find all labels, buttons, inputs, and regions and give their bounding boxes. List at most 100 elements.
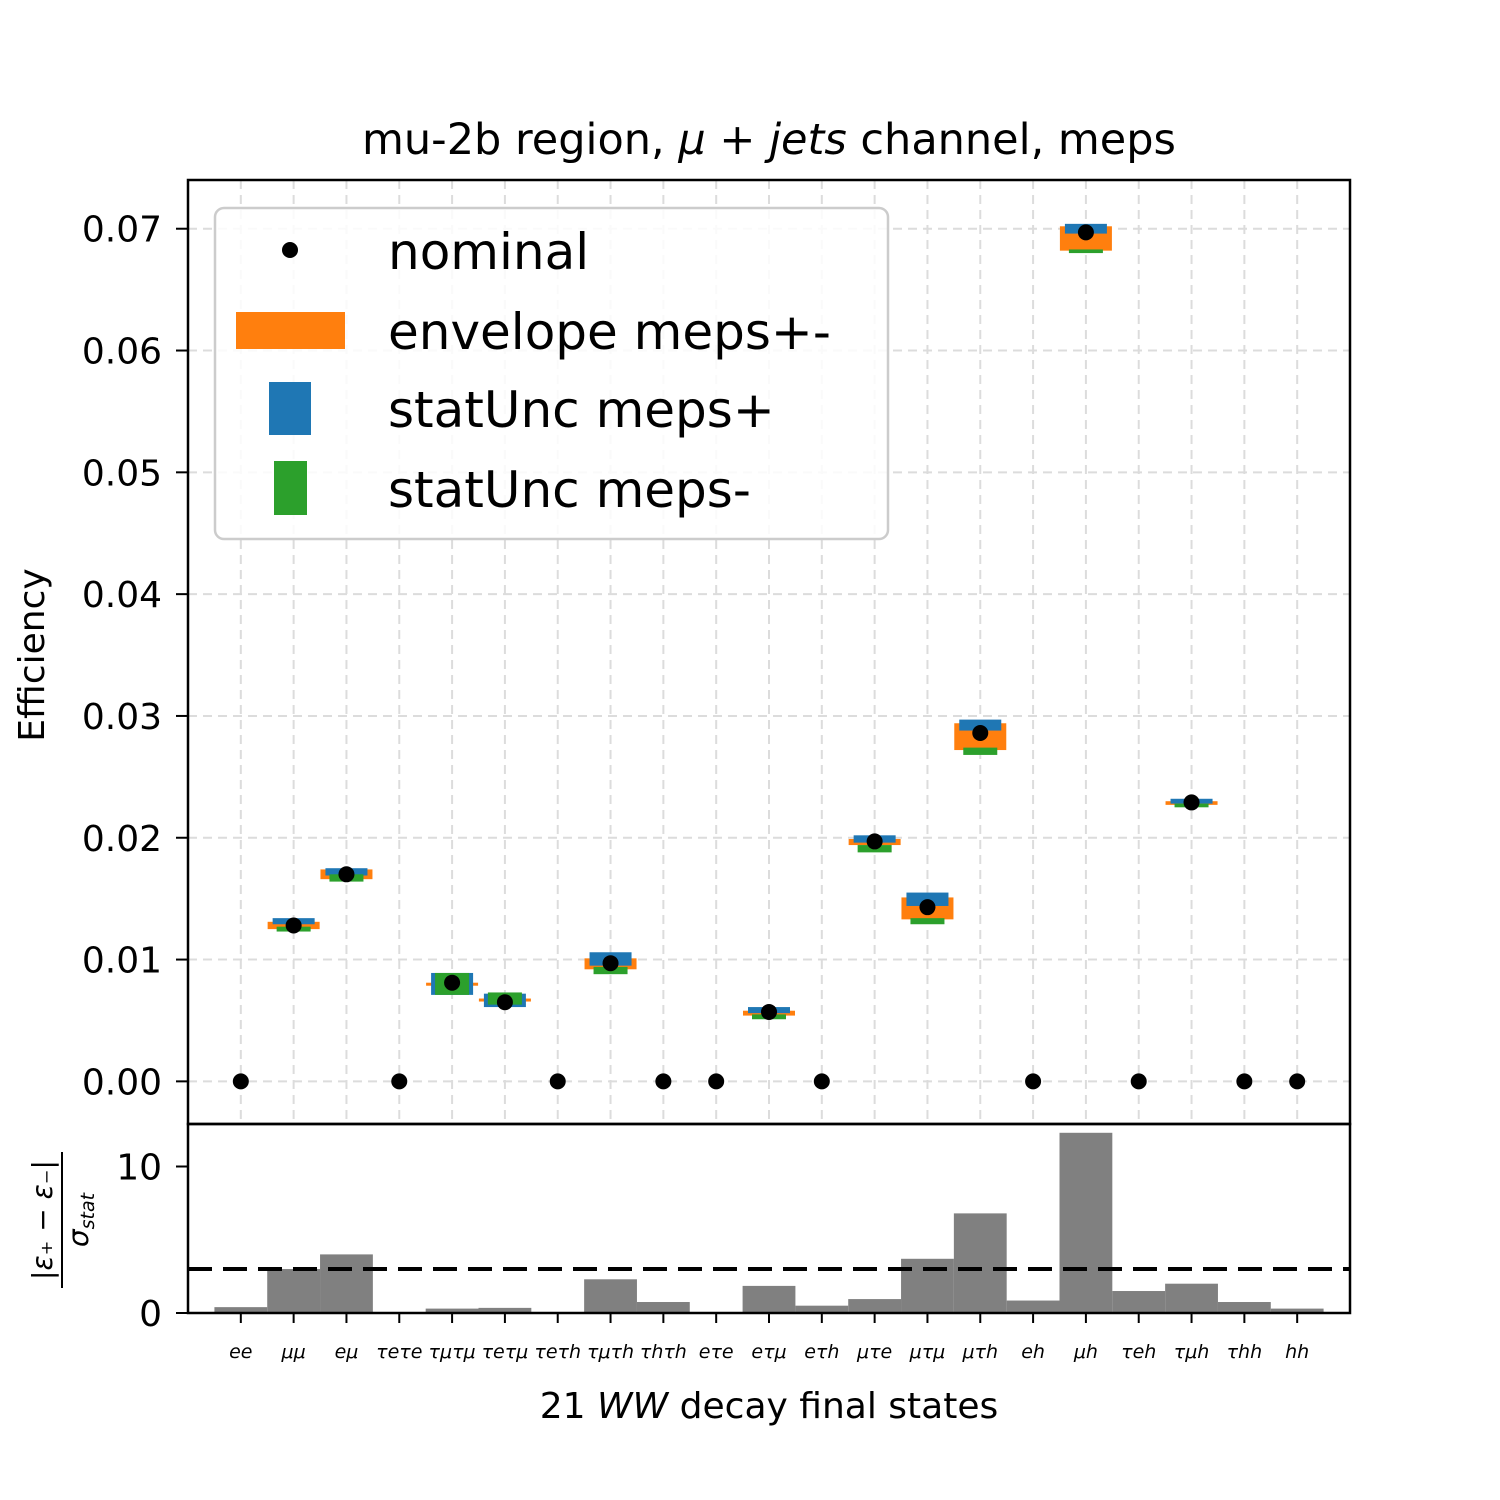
x-tick-label: μh xyxy=(1073,1341,1098,1363)
x-tick-label: τeτh xyxy=(534,1341,581,1363)
nominal-point xyxy=(391,1073,408,1090)
top-y-tick-label: 0.03 xyxy=(82,697,162,738)
top-y-tick-label: 0.07 xyxy=(82,210,162,251)
nominal-point xyxy=(761,1003,777,1020)
x-tick-label: eh xyxy=(1021,1341,1045,1363)
ratio-bar xyxy=(478,1307,532,1313)
title-part-2: channel, meps xyxy=(847,115,1176,165)
legend-nominal-label: nominal xyxy=(388,223,589,281)
x-tick-label: eμ xyxy=(335,1341,359,1363)
x-tick-label: ee xyxy=(229,1341,252,1363)
legend-envelope-label: envelope meps+- xyxy=(388,303,831,361)
nominal-point xyxy=(866,833,883,850)
title-jets: jets xyxy=(764,115,847,165)
x-axis-label-21: 21 xyxy=(540,1386,597,1427)
bottom-y-tick-label: 10 xyxy=(116,1147,162,1188)
legend: nominal envelope meps+- statUnc meps+ st… xyxy=(213,206,890,541)
ratio-bar xyxy=(267,1269,321,1313)
ratio-bar xyxy=(636,1302,690,1313)
nominal-point xyxy=(1236,1073,1253,1090)
nominal-point xyxy=(1183,794,1200,811)
x-tick-label: τeτe xyxy=(376,1341,422,1363)
x-tick-label: τeτμ xyxy=(482,1341,529,1363)
legend-envelope-marker xyxy=(236,312,345,349)
top-y-axis-label: Efficiency xyxy=(12,568,53,741)
legend-stat-plus-label: statUnc meps+ xyxy=(388,381,775,439)
title-mu: μ xyxy=(677,115,705,165)
bottom-y-tick-label: 0 xyxy=(139,1294,162,1335)
nominal-point xyxy=(972,725,989,742)
ratio-bar xyxy=(1006,1300,1060,1313)
ratio-bar xyxy=(901,1258,954,1313)
x-axis-label-rest: decay final states xyxy=(668,1386,998,1427)
x-tick-label: μτh xyxy=(961,1341,998,1363)
x-tick-labels: ee μμ eμ τeτe τμτμ τeτμ τeτh τμτh τhτh eτe eτμ eτh μ… xyxy=(229,1313,1309,1363)
ratio-bar xyxy=(584,1279,637,1313)
title-part-1: mu-2b region, xyxy=(362,115,678,165)
ratio-bar xyxy=(320,1254,373,1313)
x-tick-label: eτe xyxy=(699,1341,734,1363)
bottom-y-ticks: 0 10 xyxy=(116,1147,188,1335)
x-tick-label: μμ xyxy=(281,1341,306,1363)
top-y-tick-label: 0.00 xyxy=(82,1062,162,1103)
title-plus: + xyxy=(706,115,769,165)
stat-minus-box xyxy=(1068,249,1103,254)
top-y-tick-label: 0.06 xyxy=(82,332,162,373)
legend-frame xyxy=(213,206,890,541)
ratio-bars xyxy=(214,1132,1324,1313)
legend-stat-plus-marker xyxy=(269,382,311,435)
x-axis-label: 21 WW decay final states xyxy=(540,1386,998,1427)
ratio-bar xyxy=(848,1299,902,1313)
nominal-point xyxy=(1025,1073,1042,1090)
bottom-y-axis-label: |ε₊ − ε₋| σstat xyxy=(26,1152,99,1288)
nominal-point xyxy=(708,1073,725,1090)
nominal-point xyxy=(813,1073,830,1090)
ratio-bar xyxy=(1112,1291,1166,1313)
ratio-bar xyxy=(795,1305,849,1313)
top-y-tick-label: 0.01 xyxy=(82,941,162,982)
nominal-point xyxy=(1077,224,1094,241)
nominal-point xyxy=(496,994,513,1011)
x-tick-label: τeh xyxy=(1121,1341,1156,1363)
nominal-point xyxy=(549,1073,566,1090)
nominal-point xyxy=(232,1073,249,1090)
x-tick-label: τμh xyxy=(1174,1341,1210,1363)
nominal-point xyxy=(655,1073,672,1090)
top-y-tick-label: 0.02 xyxy=(82,819,162,860)
x-tick-label: eτμ xyxy=(751,1341,786,1363)
top-y-tick-label: 0.04 xyxy=(82,575,162,616)
nominal-point xyxy=(602,955,619,972)
ratio-bar xyxy=(1217,1302,1271,1313)
top-y-tick-label: 0.05 xyxy=(82,453,162,494)
ratio-bar xyxy=(425,1308,479,1313)
svg-text:σstat: σstat xyxy=(62,1191,99,1247)
x-tick-label: hh xyxy=(1285,1341,1309,1363)
x-axis-label-ww: WW xyxy=(597,1386,670,1427)
ratio-bar xyxy=(742,1285,796,1313)
x-tick-label: τμτh xyxy=(587,1341,634,1363)
nominal-points xyxy=(232,224,1306,1090)
ratio-bar xyxy=(1270,1308,1324,1313)
nominal-point xyxy=(1130,1073,1147,1090)
ratio-bar xyxy=(953,1213,1007,1313)
nominal-point xyxy=(338,866,355,883)
nominal-point xyxy=(285,917,302,934)
ratio-bar xyxy=(214,1307,268,1313)
x-tick-label: τμτμ xyxy=(429,1341,476,1363)
nominal-point xyxy=(444,974,461,991)
svg-text:|ε₊ − ε₋|: |ε₊ − ε₋| xyxy=(26,1160,59,1280)
top-y-ticks: 0.00 0.01 0.02 0.03 0.04 0.05 0.06 0.07 xyxy=(82,210,188,1103)
ratio-bar xyxy=(1059,1132,1113,1313)
legend-stat-minus-marker xyxy=(274,461,307,515)
chart-title: mu-2b region, μ + jets channel, meps xyxy=(362,115,1176,165)
x-tick-label: τhh xyxy=(1227,1341,1263,1363)
x-tick-label: τhτh xyxy=(640,1341,687,1363)
stat-minus-box xyxy=(910,918,945,925)
x-tick-label: μτμ xyxy=(909,1341,946,1363)
nominal-point xyxy=(919,899,936,916)
stat-minus-box xyxy=(963,747,998,755)
x-tick-label: μτe xyxy=(856,1341,892,1363)
legend-stat-minus-label: statUnc meps- xyxy=(388,461,751,519)
ratio-bar xyxy=(1165,1283,1218,1313)
